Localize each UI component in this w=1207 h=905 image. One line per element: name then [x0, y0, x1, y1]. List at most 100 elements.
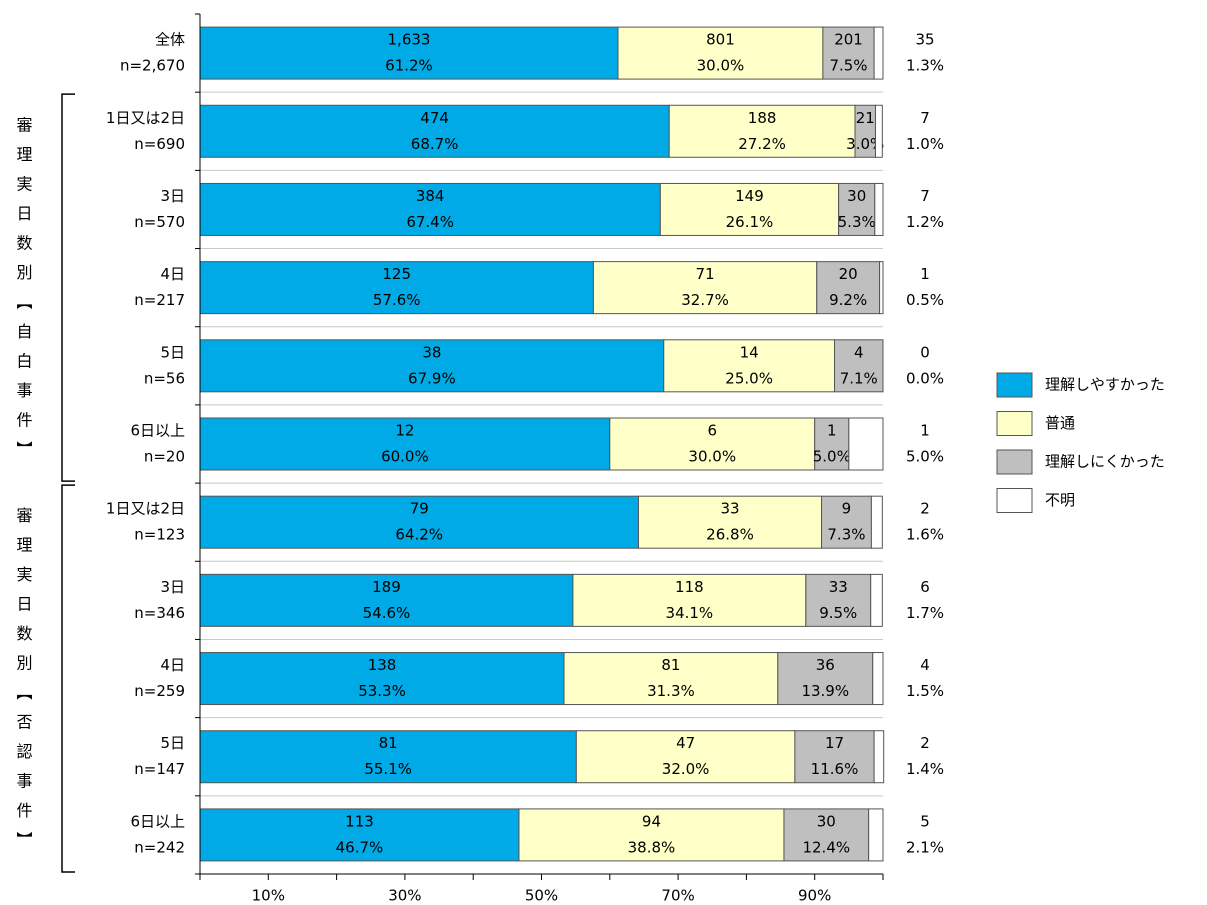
- bar-segment: [868, 808, 884, 862]
- value-label: 12.4%: [802, 838, 850, 856]
- value-label: 54.6%: [363, 604, 411, 622]
- bar-segment: [816, 261, 881, 315]
- bar-segment: [873, 730, 885, 784]
- bar-segment: [199, 261, 594, 315]
- legend-label: 理解しにくかった: [1045, 453, 1165, 471]
- value-label: 5.0%: [813, 448, 851, 466]
- bar-segment: [199, 182, 661, 236]
- value-label: 7.5%: [829, 57, 867, 75]
- value-label: 9.2%: [829, 291, 867, 309]
- n-label: n=20: [144, 448, 185, 466]
- count-label: 7: [920, 109, 930, 127]
- value-label: 1.7%: [906, 604, 944, 622]
- count-label: 801: [706, 31, 735, 49]
- group-bracket: [61, 484, 75, 873]
- bar-segment: [870, 573, 883, 627]
- count-label: 138: [368, 656, 397, 674]
- count-label: 6: [707, 422, 717, 440]
- x-tick-label: 30%: [388, 887, 421, 905]
- count-label: 17: [825, 734, 844, 752]
- x-tick-label: 70%: [661, 887, 694, 905]
- bar-segment: [199, 730, 577, 784]
- n-label: n=2,670: [120, 57, 185, 75]
- count-label: 201: [834, 31, 863, 49]
- count-label: 189: [372, 578, 401, 596]
- bar-segment: [199, 808, 520, 862]
- n-label: n=217: [134, 291, 185, 309]
- bar-segment: [199, 26, 619, 80]
- group-label: 審理実日数別【否認事件】: [14, 507, 33, 861]
- bar-segment: [879, 261, 884, 315]
- legend-label: 理解しやすかった: [1045, 376, 1165, 394]
- bar-segment: [814, 417, 850, 471]
- count-label: 384: [416, 187, 445, 205]
- value-label: 31.3%: [647, 682, 695, 700]
- bar-segment: [874, 182, 884, 236]
- count-label: 6: [920, 578, 930, 596]
- count-label: 30: [817, 812, 836, 830]
- count-label: 149: [735, 187, 764, 205]
- n-label: n=147: [134, 760, 185, 778]
- category-label: 4日: [160, 656, 185, 674]
- bar-segment: [199, 495, 639, 549]
- count-label: 20: [839, 265, 858, 283]
- count-label: 81: [379, 734, 398, 752]
- count-label: 188: [748, 109, 777, 127]
- count-label: 1: [920, 265, 930, 283]
- count-label: 118: [675, 578, 704, 596]
- x-tick-label: 10%: [252, 887, 285, 905]
- value-label: 55.1%: [364, 760, 412, 778]
- value-label: 1.2%: [906, 213, 944, 231]
- value-label: 11.6%: [811, 760, 859, 778]
- category-label: 全体: [155, 31, 185, 49]
- value-label: 1.3%: [906, 57, 944, 75]
- count-label: 35: [915, 31, 934, 49]
- legend-label: 普通: [1045, 414, 1075, 432]
- bar-segment: [838, 182, 876, 236]
- category-label: 5日: [160, 343, 185, 361]
- value-label: 32.0%: [662, 760, 710, 778]
- value-label: 3.0%: [846, 135, 884, 153]
- bar-segment: [870, 495, 883, 549]
- count-label: 47: [676, 734, 695, 752]
- value-label: 60.0%: [381, 448, 429, 466]
- bar-segment: [199, 573, 574, 627]
- bar-segment: [637, 495, 823, 549]
- value-label: 26.1%: [726, 213, 774, 231]
- n-label: n=56: [144, 369, 185, 387]
- count-label: 36: [816, 656, 835, 674]
- value-label: 25.0%: [725, 369, 773, 387]
- value-label: 7.3%: [827, 526, 865, 544]
- count-label: 1,633: [388, 31, 431, 49]
- legend-swatch: [996, 449, 1033, 475]
- bar-segment: [199, 104, 670, 158]
- value-label: 46.7%: [336, 838, 384, 856]
- bar-segment: [199, 339, 665, 393]
- count-label: 0: [920, 343, 930, 361]
- category-label: 1日又は2日: [106, 109, 185, 127]
- bar-segment: [617, 26, 824, 80]
- bar-segment: [794, 730, 875, 784]
- value-label: 13.9%: [801, 682, 849, 700]
- value-label: 5.3%: [838, 213, 876, 231]
- category-label: 6日以上: [130, 812, 185, 830]
- count-label: 2: [920, 500, 930, 518]
- value-label: 68.7%: [411, 135, 459, 153]
- value-label: 7.1%: [840, 369, 878, 387]
- category-label: 5日: [160, 734, 185, 752]
- bar-segment: [518, 808, 785, 862]
- count-label: 2: [920, 734, 930, 752]
- value-label: 61.2%: [385, 57, 433, 75]
- bar-segment: [805, 573, 872, 627]
- legend-label: 不明: [1045, 491, 1075, 509]
- count-label: 94: [642, 812, 661, 830]
- count-label: 79: [410, 500, 429, 518]
- category-label: 4日: [160, 265, 185, 283]
- bar-segment: [834, 339, 884, 393]
- value-label: 30.0%: [688, 448, 736, 466]
- n-label: n=242: [134, 838, 185, 856]
- count-label: 4: [920, 656, 930, 674]
- count-label: 33: [829, 578, 848, 596]
- bar-segment: [572, 573, 807, 627]
